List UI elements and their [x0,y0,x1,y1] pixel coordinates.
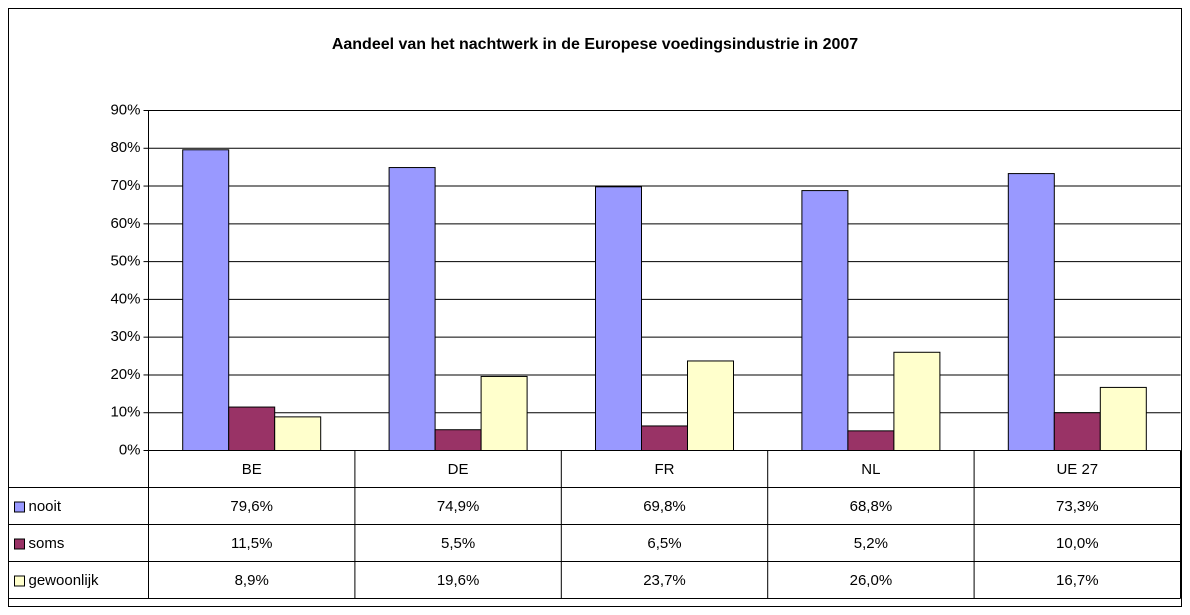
table-value: 16,7% [1056,572,1099,589]
bar [434,429,482,452]
y-tick-label: 30% [110,328,140,345]
table-value: 6,5% [647,535,681,552]
chart-title: Aandeel van het nachtwerk in de Europese… [332,36,858,53]
bar [893,351,941,451]
table-value: 26,0% [850,572,893,589]
bar [687,360,734,452]
bar [182,149,230,452]
legend-label: nooit [29,498,62,515]
table-value: 69,8% [643,498,686,515]
y-tick-label: 80% [110,139,140,156]
bar [1053,412,1101,452]
y-tick-label: 90% [110,101,140,118]
table-value: 68,8% [850,498,893,515]
legend-swatch [14,575,25,587]
bar [595,186,642,452]
y-tick-label: 0% [119,441,141,458]
bar [847,430,895,452]
bar [1099,386,1147,451]
table-value: 74,9% [437,498,480,515]
table-value: 5,2% [854,535,888,552]
x-tick-label: UE 27 [1056,461,1098,478]
table-value: 79,6% [230,498,273,515]
x-tick-label: BE [242,461,262,478]
legend-label: soms [29,535,65,552]
bar [274,416,322,451]
table-value: 10,0% [1056,535,1099,552]
table-value: 5,5% [441,535,475,552]
bar [480,375,528,452]
legend-swatch [14,501,25,513]
legend-label: gewoonlijk [29,572,100,589]
bar [1007,173,1055,451]
bar [801,190,849,451]
y-tick-label: 40% [110,290,140,307]
table-value: 8,9% [235,572,269,589]
y-tick-label: 10% [110,404,140,421]
legend-swatch [14,538,25,550]
bar [641,425,688,452]
x-tick-label: DE [448,461,469,478]
table-value: 19,6% [437,572,480,589]
y-tick-label: 20% [110,366,140,383]
y-tick-label: 70% [110,177,140,194]
x-tick-label: FR [655,461,675,478]
table-value: 23,7% [643,572,686,589]
table-value: 73,3% [1056,498,1099,515]
table-value: 11,5% [231,535,272,552]
bar [388,167,436,452]
y-tick-label: 60% [110,215,140,232]
y-tick-label: 50% [110,253,140,270]
x-tick-label: NL [861,461,880,478]
bar [228,406,276,451]
